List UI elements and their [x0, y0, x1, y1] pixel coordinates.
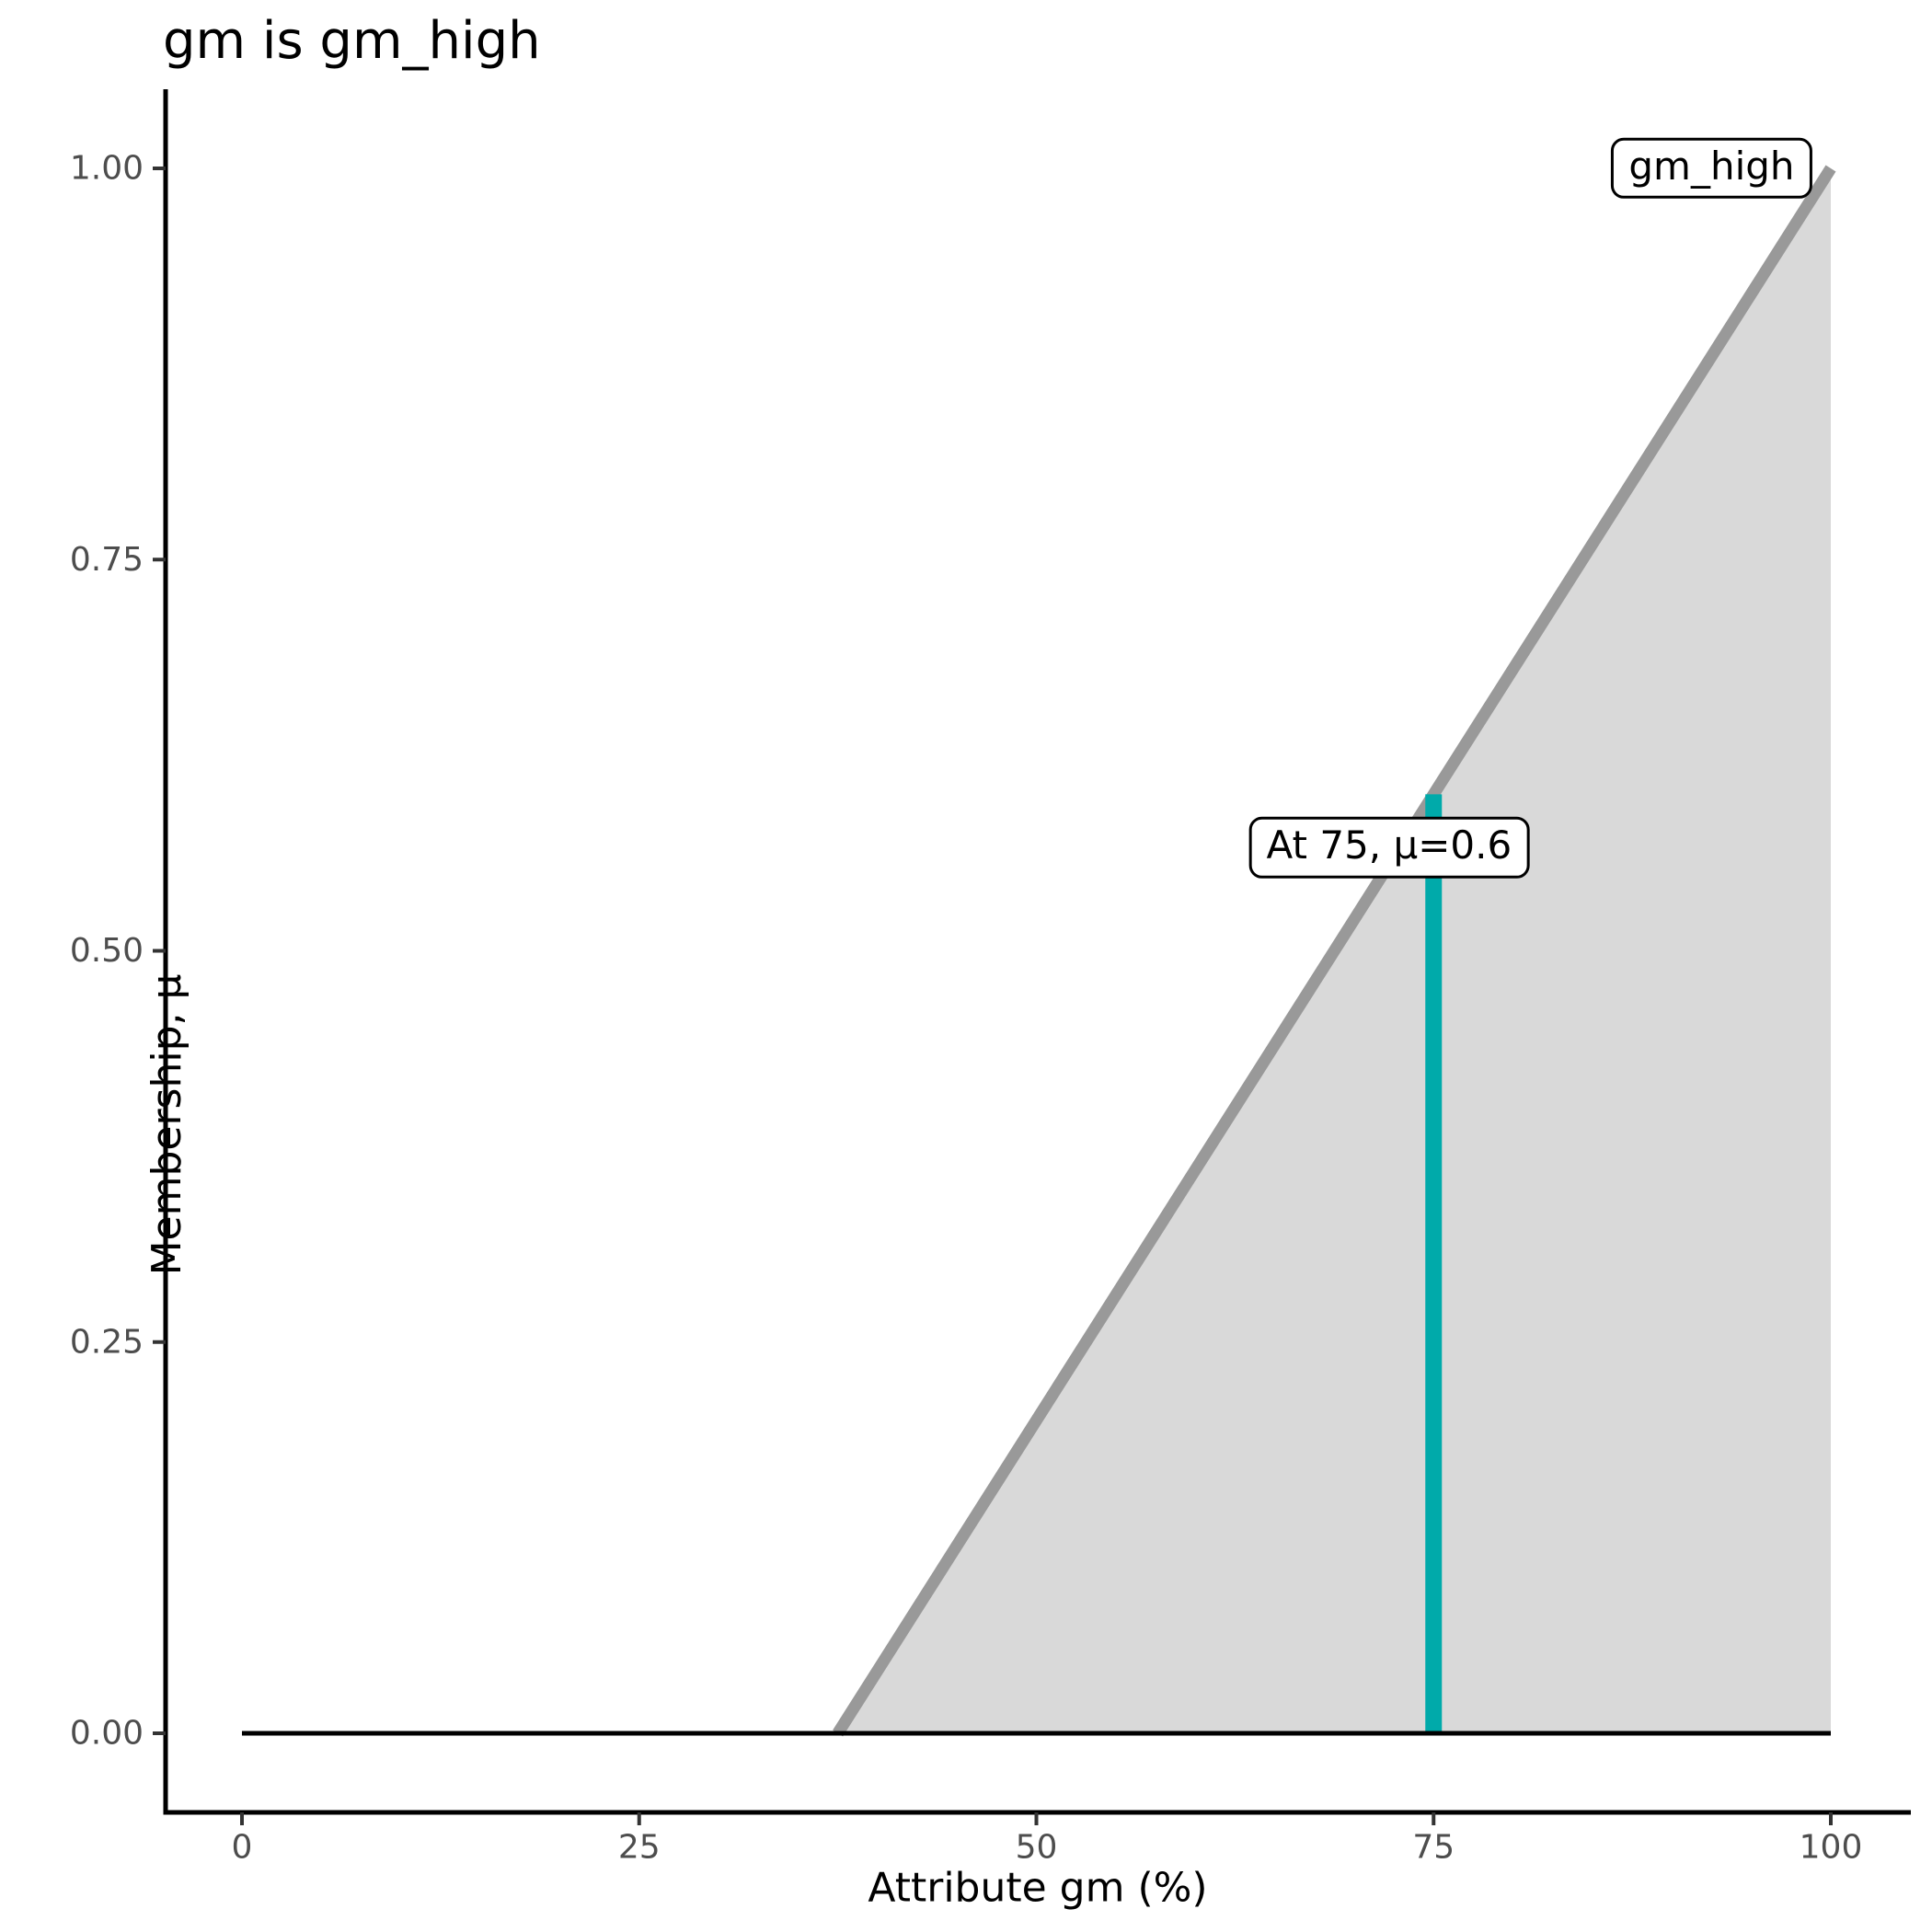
y-tick-label: 0.75 [70, 541, 144, 579]
x-axis-title: Attribute gm (%) [868, 1864, 1208, 1912]
x-tick-label: 100 [1800, 1829, 1863, 1867]
y-tick-label: 0.00 [70, 1715, 144, 1753]
x-tick-label: 25 [618, 1829, 661, 1867]
x-tick-label: 0 [232, 1829, 253, 1867]
y-axis-title: Membership, μ [143, 973, 190, 1276]
y-tick-label: 1.00 [70, 150, 144, 188]
y-tick-label: 0.25 [70, 1323, 144, 1361]
y-tick-label: 0.50 [70, 932, 144, 970]
chart-title: gm is gm_high [163, 11, 541, 71]
activation-label: At 75, μ=0.6 [1248, 817, 1530, 879]
x-tick-label: 75 [1412, 1829, 1455, 1867]
x-tick-label: 50 [1016, 1829, 1058, 1867]
gm-high-label: gm_high [1611, 137, 1812, 200]
gm-high-membership-line [833, 165, 1836, 1737]
